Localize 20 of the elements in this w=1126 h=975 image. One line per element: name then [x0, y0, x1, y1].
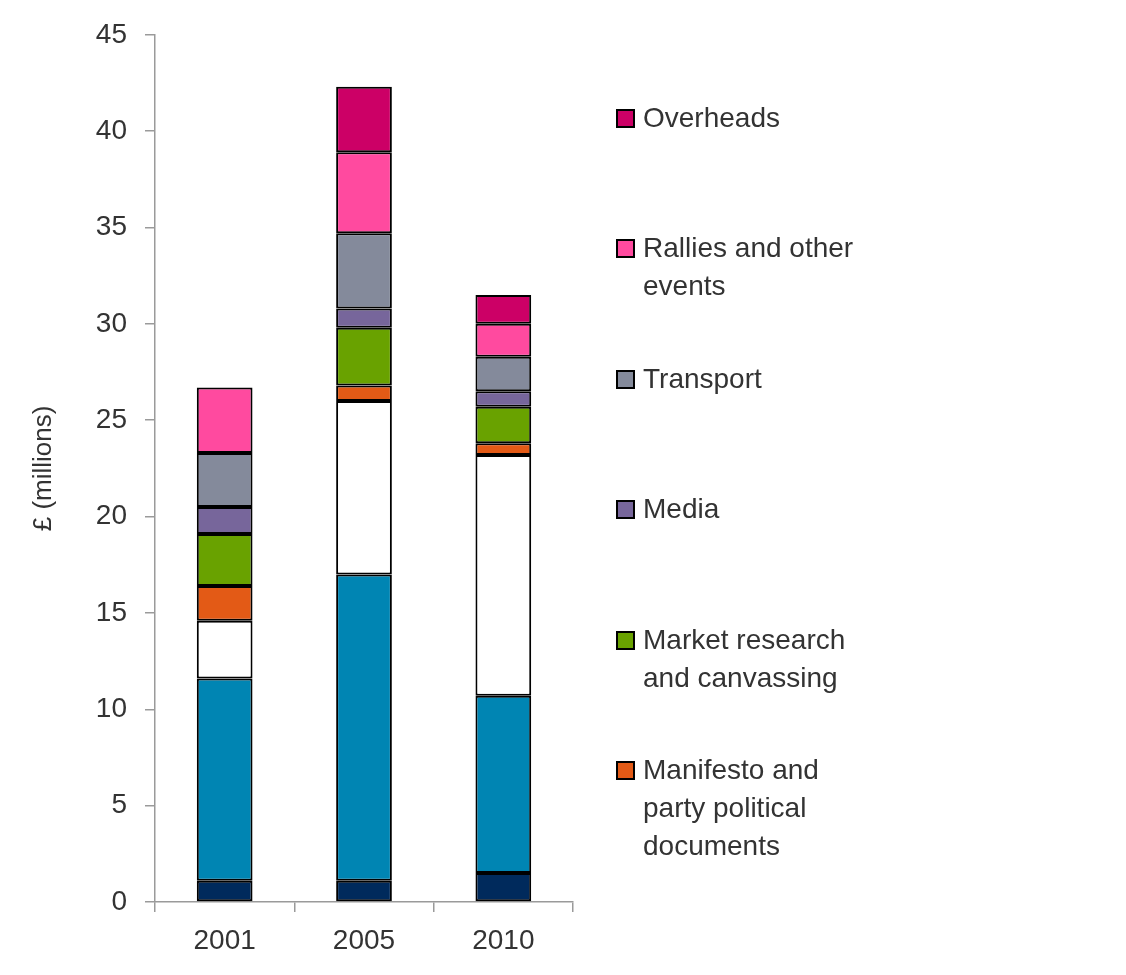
y-tick-label: 15 [95, 595, 127, 627]
x-tick-label: 2010 [472, 923, 535, 955]
legend-label: Overheads [643, 101, 781, 135]
x-tick-label: 2001 [193, 923, 256, 955]
y-tick-label: 30 [95, 306, 127, 338]
y-tick-label: 25 [95, 402, 127, 434]
y-tick-label: 0 [111, 884, 127, 916]
legend-label: Rallies and other events [643, 231, 855, 304]
legend-label: Manifesto and party political documents [643, 753, 820, 863]
y-tick-label: 20 [95, 499, 127, 531]
legend-label: Market research and canvassing [643, 622, 847, 695]
legend-label: Media [643, 492, 721, 527]
y-tick-label: 40 [95, 113, 127, 145]
y-tick-label: 45 [95, 17, 127, 49]
y-tick-label: 5 [111, 788, 127, 820]
legend-label: Transport [643, 361, 763, 396]
y-tick-label: 35 [95, 210, 127, 242]
y-tick-label: 10 [95, 692, 127, 724]
y-axis-title: £ (millions) [26, 405, 57, 532]
x-tick-label: 2005 [332, 923, 396, 955]
